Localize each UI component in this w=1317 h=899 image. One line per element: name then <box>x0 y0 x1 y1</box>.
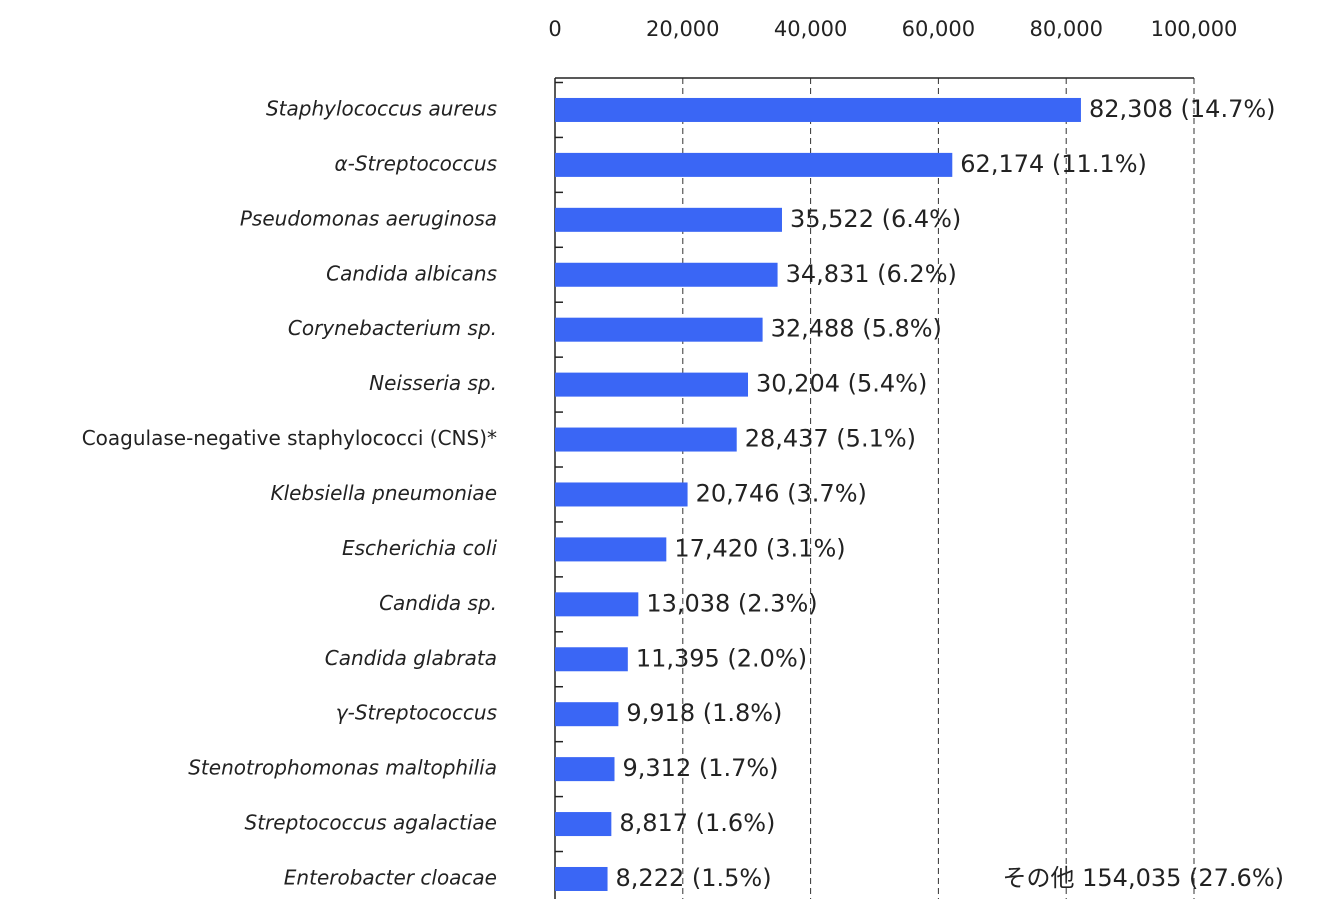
value-label: 32,488 (5.8%) <box>771 315 942 343</box>
bar <box>555 427 737 452</box>
bar <box>555 207 782 232</box>
y-tick-label: Candida sp. <box>379 591 497 615</box>
bar <box>555 262 778 287</box>
x-tick-label: 20,000 <box>646 17 719 41</box>
value-label: 34,831 (6.2%) <box>786 260 957 288</box>
x-tick-label: 100,000 <box>1151 17 1238 41</box>
value-label: 35,522 (6.4%) <box>790 205 961 233</box>
value-label: 8,222 (1.5%) <box>616 864 772 892</box>
bar <box>555 866 608 891</box>
x-tick-label: 0 <box>548 17 561 41</box>
y-tick-label: Coagulase-negative staphylococci (CNS)* <box>82 426 497 450</box>
value-label: 30,204 (5.4%) <box>756 370 927 398</box>
bar <box>555 152 953 177</box>
value-label: 11,395 (2.0%) <box>636 644 807 672</box>
value-label: 9,312 (1.7%) <box>623 754 779 782</box>
bar <box>555 592 639 617</box>
bar <box>555 537 667 562</box>
y-tick-label: Corynebacterium sp. <box>288 316 497 340</box>
value-label: 9,918 (1.8%) <box>626 699 782 727</box>
y-tick-label: Candida albicans <box>326 261 497 285</box>
bar <box>555 372 749 397</box>
x-tick-label: 80,000 <box>1029 17 1102 41</box>
value-label: 82,308 (14.7%) <box>1089 95 1276 123</box>
value-label: 20,746 (3.7%) <box>696 479 867 507</box>
value-label: 13,038 (2.3%) <box>646 589 817 617</box>
x-tick-label: 60,000 <box>902 17 975 41</box>
y-tick-label: Staphylococcus aureus <box>266 96 497 120</box>
value-label: 8,817 (1.6%) <box>619 809 775 837</box>
bar <box>555 97 1081 122</box>
y-tick-label: γ-Streptococcus <box>336 701 497 725</box>
bar <box>555 482 688 507</box>
bar <box>555 757 615 782</box>
y-tick-label: Stenotrophomonas maltophilia <box>188 756 497 780</box>
y-tick-label: α-Streptococcus <box>334 151 497 175</box>
annotation: その他 154,035 (27.6%) <box>1003 864 1284 892</box>
y-tick-label: Pseudomonas aeruginosa <box>240 206 497 230</box>
y-tick-label: Klebsiella pneumoniae <box>270 481 497 505</box>
x-tick-label: 40,000 <box>774 17 847 41</box>
bar <box>555 702 619 727</box>
y-tick-label: Streptococcus agalactiae <box>245 811 498 835</box>
y-tick-label: Enterobacter cloacae <box>284 865 497 889</box>
bar <box>555 317 763 342</box>
y-tick-label: Neisseria sp. <box>369 371 497 395</box>
y-tick-label: Escherichia coli <box>342 536 497 560</box>
value-label: 17,420 (3.1%) <box>674 534 845 562</box>
bar <box>555 812 612 837</box>
y-tick-label: Candida glabrata <box>325 646 497 670</box>
value-label: 62,174 (11.1%) <box>960 150 1147 178</box>
bar <box>555 647 628 672</box>
value-label: 28,437 (5.1%) <box>745 425 916 453</box>
